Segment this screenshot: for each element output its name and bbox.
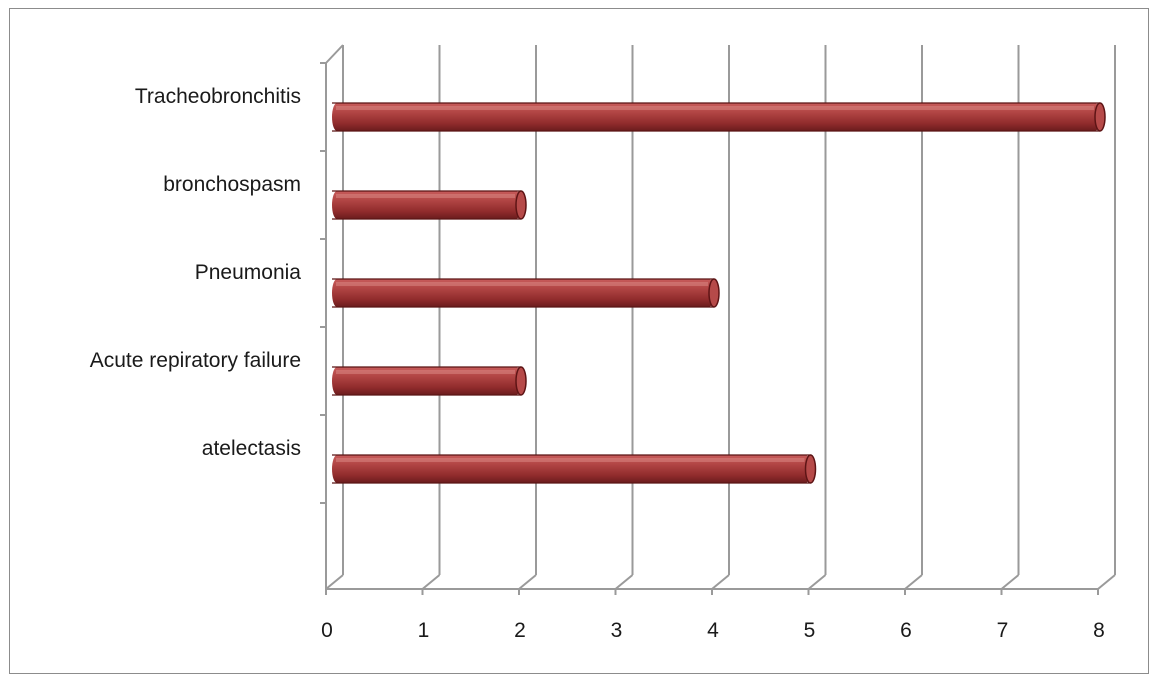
bar-outline: [332, 102, 1100, 132]
bar-end-cap: [515, 366, 527, 396]
bar: [332, 366, 527, 396]
floor-line-6: [904, 574, 923, 590]
category-label: Acute repiratory failure: [90, 349, 301, 372]
floor-line-8: [1097, 574, 1116, 590]
gridlines: [320, 44, 1116, 595]
x-tick-label: 1: [418, 619, 430, 642]
category-label: bronchospasm: [163, 173, 301, 196]
x-tick-label: 6: [900, 619, 912, 642]
floor-line-5: [807, 574, 827, 590]
bar-highlight: [336, 458, 805, 462]
bar-outline: [332, 278, 714, 308]
bars: [332, 102, 1106, 484]
x-tick-label: 4: [707, 619, 719, 642]
floor-line-2: [518, 574, 537, 590]
bar-highlight: [336, 370, 515, 374]
floor-line-7: [1000, 574, 1020, 590]
bar-end-cap: [708, 278, 720, 308]
bar-end-cap: [804, 454, 817, 484]
floor-line-4: [711, 574, 730, 590]
x-tick-label: 7: [997, 619, 1009, 642]
category-axis-top-edge: [325, 44, 344, 64]
bar-outline: [332, 454, 811, 484]
floor-line-3: [614, 574, 634, 590]
category-label: Pneumonia: [195, 261, 302, 284]
floor-line-0: [325, 574, 344, 590]
bar-outline: [332, 190, 521, 220]
x-tick-label: 3: [611, 619, 623, 642]
x-tick-label: 0: [321, 619, 333, 642]
bar-highlight: [336, 282, 708, 286]
labels: Tracheobronchitis bronchospasm Pneumonia Ac…: [90, 85, 1105, 642]
floor-line-1: [421, 574, 441, 590]
bar-outline: [332, 366, 521, 396]
bar-end-cap: [1094, 102, 1106, 132]
x-tick-label: 5: [804, 619, 816, 642]
x-tick-label: 2: [514, 619, 526, 642]
bar: [332, 102, 1106, 132]
bar: [332, 278, 720, 308]
bar: [332, 454, 817, 484]
x-tick-label: 8: [1093, 619, 1105, 642]
bar-end-cap: [515, 190, 527, 220]
category-label: Tracheobronchitis: [135, 85, 301, 108]
category-label: atelectasis: [202, 437, 301, 460]
bar: [332, 190, 527, 220]
bar-highlight: [336, 194, 515, 198]
bar-highlight: [336, 106, 1094, 110]
